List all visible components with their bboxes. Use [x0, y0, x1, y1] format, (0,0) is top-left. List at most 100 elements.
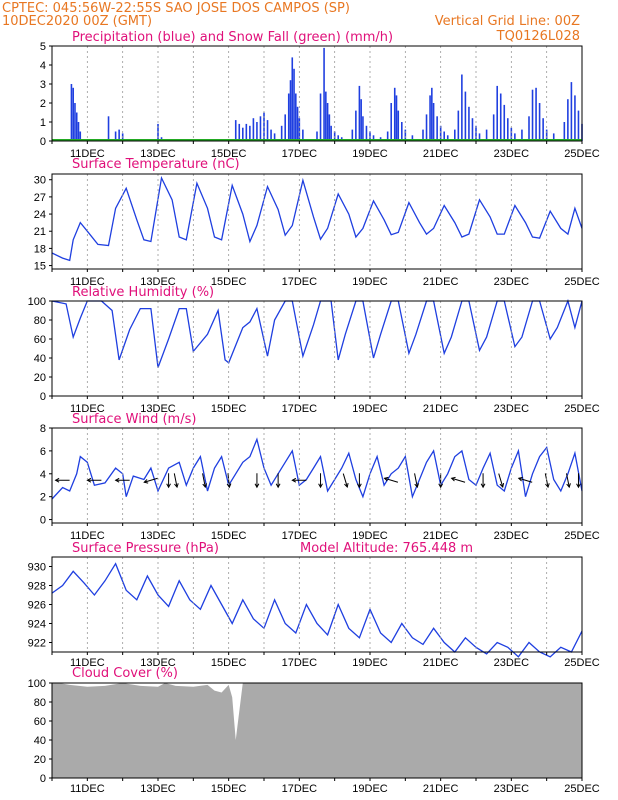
wind-arrow-head: [202, 483, 207, 489]
precip-bar: [242, 127, 244, 141]
x-tick-label: 25DEC: [564, 148, 600, 160]
x-tick-label: 19DEC: [352, 783, 388, 795]
y-tick-label: 80: [34, 315, 46, 327]
precip-bar: [328, 114, 331, 141]
y-tick-label: 20: [34, 754, 46, 766]
precip-bar: [293, 68, 295, 141]
x-tick-label: 15DEC: [211, 148, 247, 160]
precip-bar: [77, 122, 80, 141]
precip-bar: [252, 118, 255, 141]
x-tick-label: 25DEC: [564, 403, 600, 415]
wind-arrow-head: [254, 483, 260, 489]
precip-bar: [485, 129, 488, 141]
wind-line: [51, 437, 583, 500]
y-tick-label: 0: [40, 773, 46, 785]
precip-bar: [454, 129, 456, 141]
y-tick-label: 928: [28, 581, 46, 593]
precip-bar: [259, 116, 262, 141]
x-tick-label: 21DEC: [423, 148, 459, 160]
wind-frame: [51, 427, 583, 524]
cloud-panel: Cloud Cover (%) 0 20 40 60 80 100 11DEC 13DEC 15D…: [28, 666, 600, 795]
precip-bar: [238, 123, 241, 141]
wind-title: Surface Wind (m/s): [72, 412, 196, 427]
y-tick-label: 930: [28, 562, 46, 574]
y-tick-label: 922: [28, 638, 46, 650]
x-tick-label: 23DEC: [494, 403, 530, 415]
precip-bar: [514, 133, 516, 141]
x-tick-label: 15DEC: [211, 276, 247, 288]
precip-bar: [535, 87, 537, 141]
precip-frame: [51, 45, 583, 142]
precip-bar: [266, 120, 269, 141]
precip-bar: [570, 82, 573, 141]
precip-bar: [563, 122, 566, 141]
precip-bar: [567, 99, 569, 141]
x-tick-label: 11DEC: [70, 783, 105, 795]
x-tick-label: 25DEC: [564, 657, 600, 669]
precip-bar: [386, 131, 389, 141]
precip-bar: [397, 110, 400, 141]
wind-arrow-head: [114, 477, 120, 483]
precip-bar: [542, 118, 544, 141]
y-tick-label: 924: [28, 619, 46, 631]
precip-bar: [503, 104, 506, 141]
x-tick-label: 17DEC: [282, 530, 318, 542]
y-tick-label: 27: [34, 192, 46, 204]
x-tick-label: 17DEC: [282, 148, 318, 160]
y-tick-label: 6: [40, 446, 46, 458]
x-tick-label: 19DEC: [352, 276, 388, 288]
precip-title: Precipitation (blue) and Snow Fall (gree…: [72, 30, 393, 45]
x-tick-label: 19DEC: [352, 403, 388, 415]
precip-bar: [395, 95, 398, 141]
cloud-cover-area: [52, 683, 582, 778]
precip-bar: [280, 125, 283, 141]
cloud-title: Cloud Cover (%): [72, 666, 178, 681]
wind-arrow-head: [357, 483, 362, 489]
precip-bar: [74, 103, 76, 141]
rh-line: [51, 298, 583, 368]
x-tick-label: 17DEC: [282, 783, 318, 795]
precip-bar: [422, 129, 424, 141]
precip-bar: [316, 131, 318, 141]
wind-arrow-head: [576, 483, 581, 489]
precip-bar: [439, 125, 442, 141]
precip-bar: [443, 131, 445, 141]
y-tick-label: 5: [40, 41, 46, 53]
wind-arrow: [342, 473, 348, 488]
wind-arrow-head: [383, 476, 389, 482]
x-tick-label: 23DEC: [494, 783, 530, 795]
y-tick-label: 40: [34, 735, 46, 747]
wind-arrow-head: [86, 477, 92, 483]
wind-arrow-head: [450, 476, 456, 482]
precip-bar: [323, 47, 325, 141]
wind-arrow-head: [174, 483, 179, 489]
wind-arrow-head: [166, 483, 171, 489]
wind-arrow-head: [275, 483, 281, 489]
precip-bar: [531, 89, 534, 141]
precip-bar: [552, 133, 555, 141]
x-tick-label: 15DEC: [211, 657, 247, 669]
wind-arrow: [544, 473, 549, 488]
precip-bar: [390, 103, 392, 141]
y-tick-label: 8: [40, 423, 46, 435]
wind-arrow: [227, 473, 230, 488]
wind-arrow: [498, 473, 504, 488]
x-tick-label: 11DEC: [70, 657, 105, 669]
y-tick-label: 21: [34, 226, 46, 238]
precip-bar: [291, 57, 294, 141]
x-tick-label: 25DEC: [564, 783, 600, 795]
wind-panel: Surface Wind (m/s) 0 2 4 6 8 11DEC 13DEC 15DEC 17…: [40, 412, 600, 542]
x-tick-label: 11DEC: [70, 403, 105, 415]
precip-bar: [273, 133, 276, 141]
y-tick-label: 18: [34, 243, 46, 255]
temp-frame: [51, 173, 583, 270]
wind-arrow: [384, 477, 399, 483]
pressure-panel: Surface Pressure (hPa) Model Altitude: 76…: [28, 541, 600, 669]
x-tick-label: 13DEC: [140, 657, 176, 669]
precip-bar: [577, 110, 580, 141]
precip-bar: [436, 116, 438, 141]
y-tick-label: 80: [34, 697, 46, 709]
precip-bar: [538, 103, 541, 141]
y-tick-label: 3: [40, 79, 46, 91]
